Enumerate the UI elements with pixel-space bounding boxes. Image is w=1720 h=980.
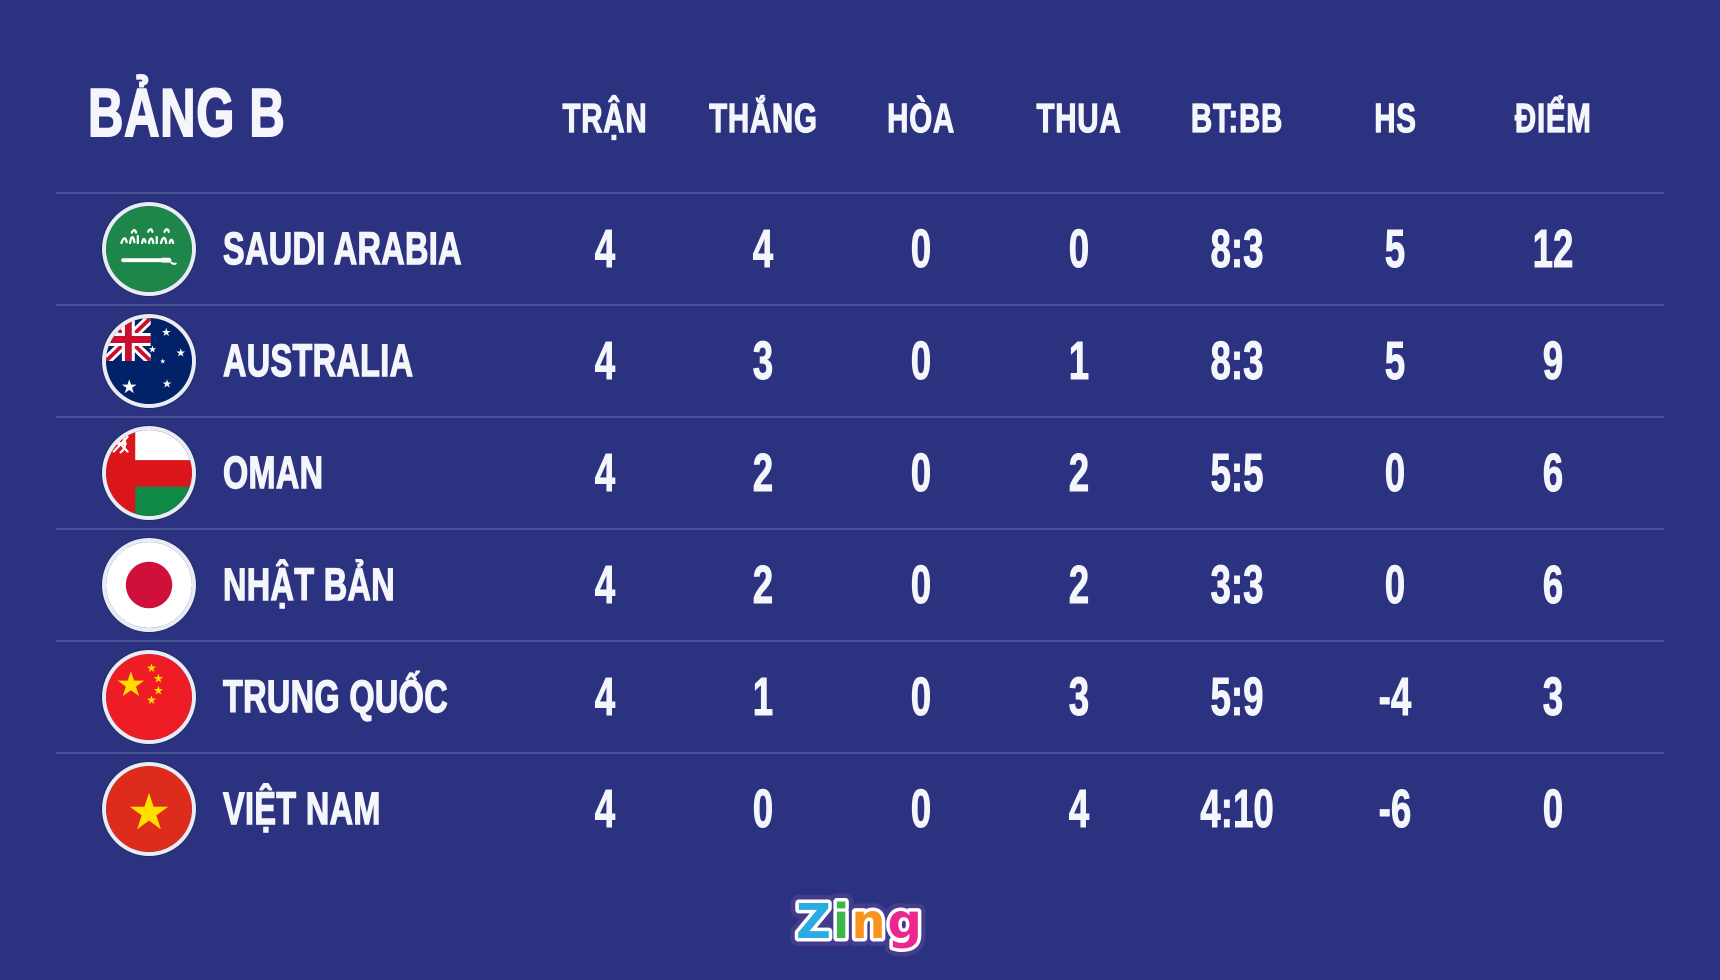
stat-draws: 0: [910, 554, 932, 615]
stat-matches: 4: [594, 218, 616, 279]
stat-matches: 4: [594, 778, 616, 839]
svg-text:★: ★: [160, 357, 166, 365]
team-name: OMAN: [222, 446, 324, 498]
stat-goals-for-against: 8:3: [1210, 330, 1264, 391]
stat-losses: 2: [1068, 554, 1090, 615]
team-name: VIỆT NAM: [222, 782, 381, 834]
svg-text:★: ★: [127, 782, 172, 840]
svg-text:★: ★: [161, 326, 171, 339]
stat-goal-difference: -4: [1378, 666, 1412, 727]
stat-matches: 4: [594, 442, 616, 503]
stat-losses: 4: [1068, 778, 1090, 839]
stat-points: 9: [1542, 330, 1564, 391]
svg-text:★: ★: [116, 665, 147, 705]
stat-wins: 3: [752, 330, 774, 391]
column-header-draws: HÒA: [887, 94, 955, 141]
stat-losses: 0: [1068, 218, 1090, 279]
stat-goal-difference: 0: [1384, 554, 1406, 615]
stat-points: 3: [1542, 666, 1564, 727]
svg-text:★: ★: [146, 661, 157, 675]
stat-goal-difference: -6: [1378, 778, 1412, 839]
svg-text:★: ★: [153, 671, 164, 685]
stat-wins: 2: [752, 554, 774, 615]
stat-wins: 0: [752, 778, 774, 839]
stat-draws: 0: [910, 218, 932, 279]
table-row: ★ ★ ★ ★ ★ ★ AUSTRALIA 4 3 0 1 8:3 5 9: [56, 303, 1664, 416]
flag-china-icon: ★ ★ ★ ★ ★: [102, 649, 196, 744]
table-row: OMAN 4 2 0 2 5:5 0 6: [56, 415, 1664, 528]
column-header-wins: THẮNG: [708, 94, 818, 141]
column-header-matches: TRẬN: [562, 94, 648, 141]
stat-points: 6: [1542, 442, 1564, 503]
stat-wins: 2: [752, 442, 774, 503]
stat-wins: 4: [752, 218, 774, 279]
svg-text:Zing: Zing: [796, 894, 924, 950]
team-name: SAUDI ARABIA: [222, 222, 462, 274]
zing-logo: Zing Zing: [788, 886, 930, 958]
stat-losses: 3: [1068, 666, 1090, 727]
svg-text:★: ★: [162, 377, 172, 390]
column-header-losses: THUA: [1036, 94, 1122, 141]
column-header-goal-difference: HS: [1373, 94, 1417, 141]
flag-saudi-arabia-icon: [102, 201, 196, 296]
table-header: BẢNG B TRẬN THẮNG HÒA THUA BT:BB HS ĐIỂM: [56, 52, 1664, 192]
svg-text:Zing: Zing: [796, 894, 924, 950]
team-name: AUSTRALIA: [222, 334, 414, 386]
team-name: TRUNG QUỐC: [222, 670, 448, 722]
stat-draws: 0: [910, 778, 932, 839]
flag-japan-icon: [102, 537, 196, 632]
stat-losses: 2: [1068, 442, 1090, 503]
stat-goal-difference: 0: [1384, 442, 1406, 503]
stat-points: 0: [1542, 778, 1564, 839]
column-header-goals: BT:BB: [1190, 94, 1284, 141]
table-row: ★ ★ ★ ★ ★ TRUNG QUỐC 4 1 0 3 5:9 -4 3: [56, 639, 1664, 752]
stat-points: 12: [1532, 218, 1574, 279]
footer: Zing Zing: [56, 864, 1664, 980]
stat-losses: 1: [1068, 330, 1090, 391]
stat-matches: 4: [594, 554, 616, 615]
column-header-points: ĐIỂM: [1514, 94, 1592, 141]
stat-matches: 4: [594, 330, 616, 391]
standings-table-body: SAUDI ARABIA 4 4 0 0 8:3 5 12 ★ ★: [56, 191, 1664, 864]
stat-draws: 0: [910, 442, 932, 503]
svg-text:★: ★: [146, 693, 157, 707]
svg-text:★: ★: [148, 344, 156, 355]
stat-draws: 0: [910, 666, 932, 727]
team-name: NHẬT BẢN: [222, 558, 396, 610]
stat-points: 6: [1542, 554, 1564, 615]
stat-matches: 4: [594, 666, 616, 727]
stat-draws: 0: [910, 330, 932, 391]
flag-australia-icon: ★ ★ ★ ★ ★ ★: [102, 313, 196, 408]
stat-goals-for-against: 3:3: [1210, 554, 1264, 615]
svg-text:★: ★: [176, 346, 186, 359]
stat-goals-for-against: 8:3: [1210, 218, 1264, 279]
table-row: NHẬT BẢN 4 2 0 2 3:3 0 6: [56, 527, 1664, 640]
svg-text:★: ★: [121, 375, 138, 397]
stat-goals-for-against: 5:9: [1210, 666, 1264, 727]
stat-goals-for-against: 4:10: [1200, 778, 1274, 839]
flag-oman-icon: [102, 425, 196, 520]
stat-goals-for-against: 5:5: [1210, 442, 1264, 503]
table-row: SAUDI ARABIA 4 4 0 0 8:3 5 12: [56, 191, 1664, 304]
stat-goal-difference: 5: [1384, 330, 1406, 391]
stat-goal-difference: 5: [1384, 218, 1406, 279]
group-title: BẢNG B: [87, 74, 286, 152]
table-row: ★ VIỆT NAM 4 0 0 4 4:10 -6 0: [56, 751, 1664, 864]
svg-text:★: ★: [153, 683, 164, 697]
flag-vietnam-icon: ★: [102, 761, 196, 856]
stat-wins: 1: [752, 666, 774, 727]
